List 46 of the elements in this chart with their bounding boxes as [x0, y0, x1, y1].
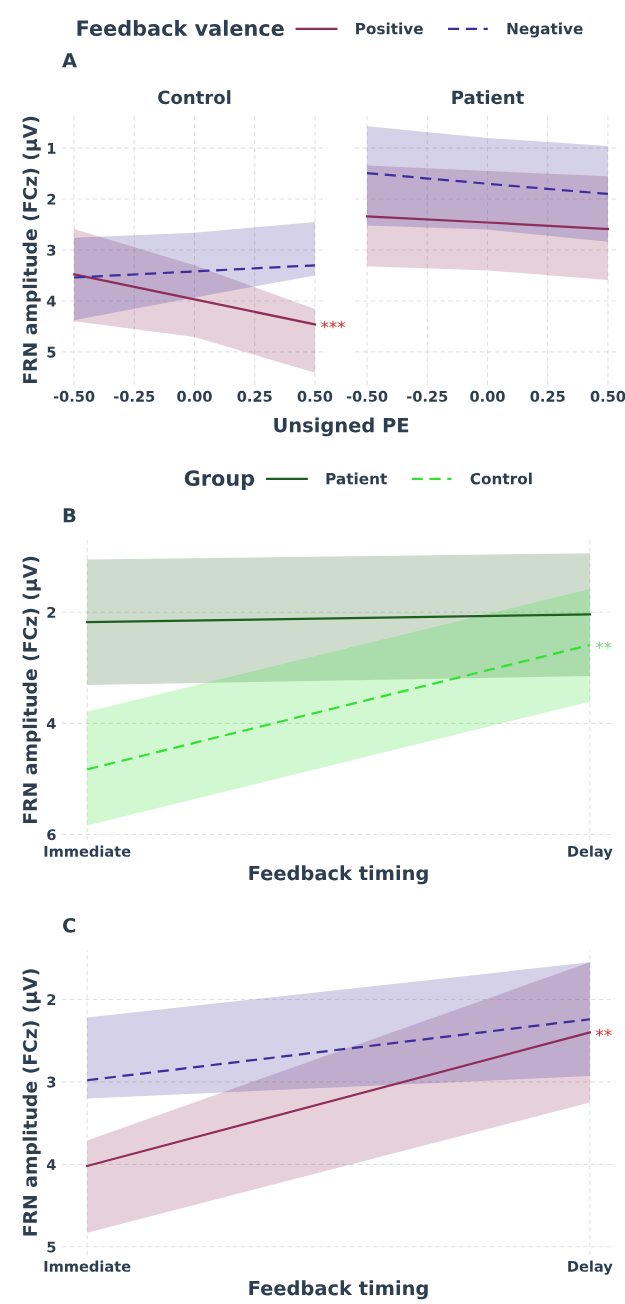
legend-title: Feedback valence — [77, 19, 284, 37]
y-tick-label: 4 — [46, 1159, 56, 1170]
y-tick-label: 2 — [47, 193, 56, 205]
x-tick-label: -0.25 — [114, 390, 155, 402]
chart-title: Control — [158, 90, 231, 105]
y-axis-title: FRN amplitude (FCz) (μV) — [22, 556, 41, 824]
y-tick-label: 1 — [47, 143, 56, 154]
y-tick-label: 3 — [47, 1076, 56, 1088]
x-tick-label: Delay — [568, 1260, 613, 1275]
x-tick-label: -0.25 — [407, 390, 448, 402]
annotation: *** — [321, 320, 346, 329]
annotation: ** — [595, 641, 612, 649]
x-tick-label: 0.25 — [237, 390, 272, 402]
y-tick-label: 4 — [46, 295, 56, 307]
text: B — [63, 508, 76, 523]
x-axis-title: Unsigned PE — [274, 417, 409, 437]
x-tick-label: 0.25 — [530, 390, 565, 402]
y-tick-label: 2 — [47, 606, 56, 618]
legend-label: Control — [470, 472, 532, 485]
x-tick-label: 0.00 — [177, 390, 212, 402]
legend-title: Group — [184, 470, 255, 491]
y-axis-title: FRN amplitude (FCz) (μV) — [22, 116, 41, 384]
x-tick-label: -0.50 — [346, 390, 388, 402]
x-tick-label: 0.50 — [590, 390, 625, 402]
y-tick-label: 3 — [47, 244, 56, 256]
y-tick-label: 6 — [47, 829, 56, 841]
legend-label: Patient — [326, 472, 387, 485]
y-tick-label: 2 — [47, 994, 56, 1005]
legend-label: Positive — [356, 22, 423, 35]
x-tick-label: Immediate — [44, 845, 131, 857]
y-axis-title: FRN amplitude (FCz) (μV) — [22, 969, 41, 1236]
x-tick-label: 0.50 — [297, 390, 333, 402]
x-axis-title: Feedback timing — [249, 1280, 428, 1300]
x-tick-label: Immediate — [44, 1260, 131, 1272]
x-tick-label: Delay — [568, 845, 613, 860]
y-tick-label: 5 — [47, 346, 56, 358]
text: C — [62, 917, 76, 933]
annotation: ** — [595, 1028, 612, 1037]
y-tick-label: 5 — [47, 1241, 56, 1253]
x-tick-label: 0.00 — [470, 390, 505, 402]
legend-label: Negative — [507, 22, 583, 38]
chart-title: Patient — [452, 90, 524, 105]
x-axis-title: Feedback timing — [249, 865, 428, 885]
y-tick-label: 4 — [46, 718, 56, 729]
text: A — [62, 53, 77, 68]
x-tick-label: -0.50 — [53, 390, 95, 402]
